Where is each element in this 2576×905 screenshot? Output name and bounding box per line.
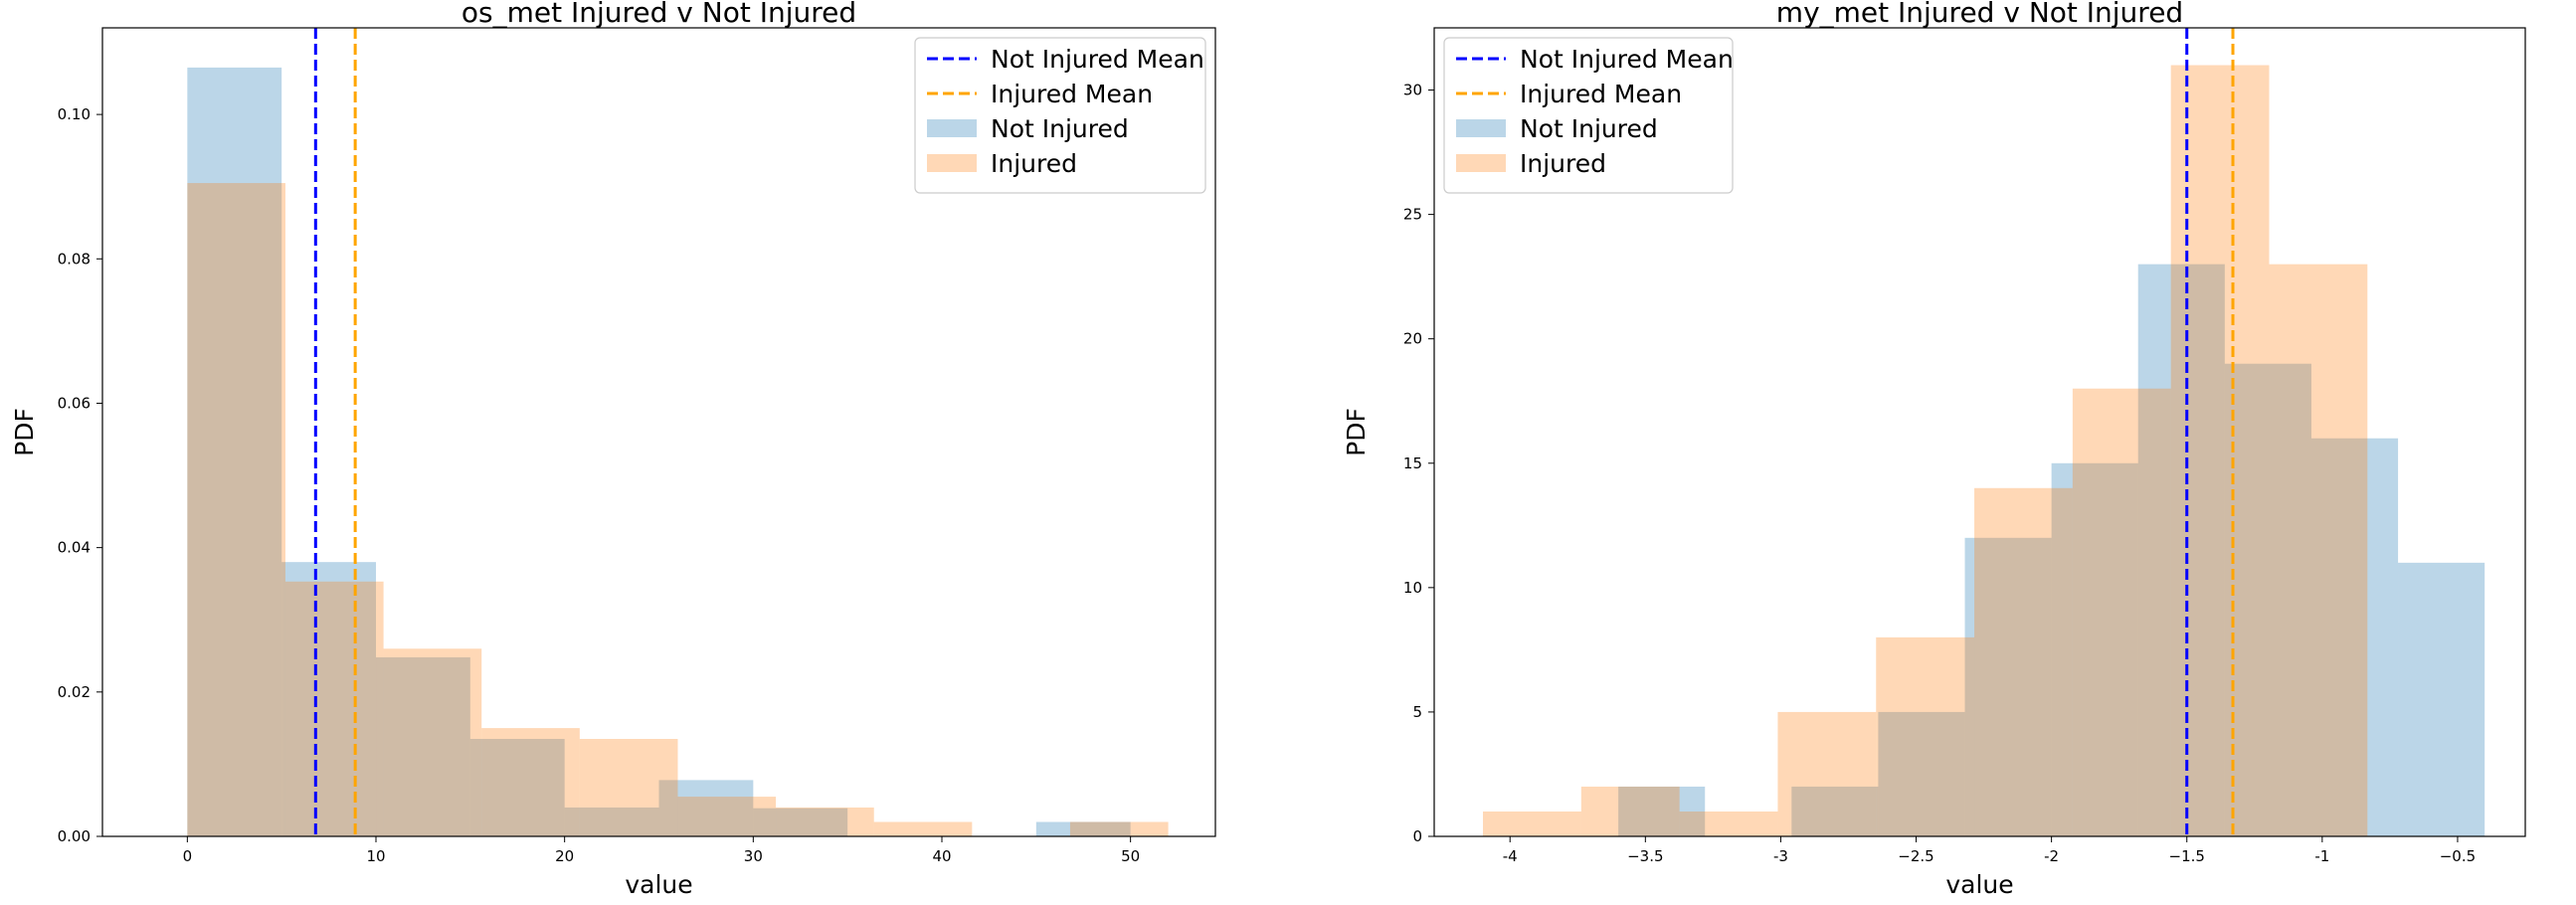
chart-title: my_met Injured v Not Injured xyxy=(1776,0,2183,29)
y-tick-label: 20 xyxy=(1403,330,1422,348)
x-axis-label: value xyxy=(1945,870,2013,899)
legend-patch-swatch xyxy=(927,119,977,137)
y-tick-label: 15 xyxy=(1403,454,1422,472)
x-tick-label: -1 xyxy=(2314,847,2329,865)
histogram-bar xyxy=(753,808,848,836)
histogram-bar xyxy=(1035,821,1131,836)
histogram-bar xyxy=(1482,811,1581,836)
histogram-bar xyxy=(1679,811,1778,836)
y-tick-label: 0.04 xyxy=(58,539,91,557)
histogram-bar xyxy=(376,656,470,836)
histogram-bar xyxy=(2310,438,2399,836)
histogram-bar xyxy=(776,807,874,836)
legend-label: Injured Mean xyxy=(1520,80,1682,108)
series-injured xyxy=(187,183,1169,837)
legend-label: Injured xyxy=(1520,149,1606,178)
histogram-bar xyxy=(2224,363,2311,836)
histogram-bar xyxy=(1618,786,1706,836)
x-tick-label: 30 xyxy=(744,847,763,865)
x-tick-label: −3.5 xyxy=(1627,847,1663,865)
plot-frame xyxy=(1433,27,2526,837)
y-axis-label: PDF xyxy=(10,408,39,456)
histogram-bar xyxy=(2137,264,2225,837)
histogram-bar xyxy=(469,739,565,836)
plot-frame xyxy=(101,27,1216,837)
y-tick-label: 5 xyxy=(1412,703,1422,721)
y-tick-label: 0 xyxy=(1412,827,1422,845)
legend-box xyxy=(1443,37,1734,194)
histogram-bar xyxy=(1791,786,1879,836)
histogram-bar xyxy=(187,183,285,837)
histogram-bar xyxy=(1964,537,2052,836)
legend-label: Not Injured xyxy=(1520,114,1658,143)
y-tick-label: 25 xyxy=(1403,206,1422,224)
series-not-injured xyxy=(1618,264,2485,837)
y-tick-label: 0.10 xyxy=(58,105,91,123)
histogram-bar xyxy=(2398,562,2485,836)
histogram-bar xyxy=(677,797,777,836)
histogram-bar xyxy=(1974,487,2073,836)
y-tick-label: 0.06 xyxy=(58,394,91,412)
x-tick-label: -3 xyxy=(1773,847,1788,865)
legend: Not Injured Mean Injured Mean Not Injured I… xyxy=(914,37,1206,194)
legend-patch-swatch xyxy=(1456,119,1506,137)
y-axis-label: PDF xyxy=(1342,408,1371,456)
x-tick-label: 10 xyxy=(366,847,385,865)
legend: Not Injured Mean Injured Mean Not Injured I… xyxy=(1443,37,1734,194)
histogram-bar xyxy=(658,780,754,836)
legend-label: Injured xyxy=(991,149,1077,178)
histogram-bar xyxy=(1777,711,1877,836)
y-tick-label: 30 xyxy=(1403,82,1422,99)
histogram-bar xyxy=(187,67,282,836)
x-tick-label: −2.5 xyxy=(1898,847,1933,865)
histogram-bar xyxy=(1580,786,1680,836)
histogram-bar xyxy=(284,581,384,836)
histogram-bar xyxy=(2072,388,2171,836)
legend-label: Injured Mean xyxy=(991,80,1153,108)
chart-my-met: -4 −3.5 -3 −2.5 -2 −1.5 -1 −0.5 0 5 10 15 20 25 30 my_m… xyxy=(1342,0,2526,899)
histogram-bar xyxy=(579,739,678,836)
x-tick-label: −0.5 xyxy=(2440,847,2476,865)
x-tick-label: 40 xyxy=(932,847,951,865)
legend-label: Not Injured xyxy=(991,114,1129,143)
legend-label: Not Injured Mean xyxy=(991,45,1204,74)
legend-box xyxy=(914,37,1206,194)
histogram-bar xyxy=(281,562,377,836)
histogram-bar xyxy=(1069,821,1169,836)
x-tick-label: -4 xyxy=(1503,847,1518,865)
x-tick-label: -2 xyxy=(2044,847,2059,865)
series-injured xyxy=(1482,65,2368,837)
histogram-bar xyxy=(1876,636,1975,836)
x-axis-label: value xyxy=(625,870,692,899)
chart-title: os_met Injured v Not Injured xyxy=(461,0,856,29)
legend-label: Not Injured Mean xyxy=(1520,45,1734,74)
histogram-bar xyxy=(1878,711,1965,836)
histogram-bar xyxy=(383,648,482,836)
histogram-bar xyxy=(2051,462,2138,836)
x-tick-label: −1.5 xyxy=(2169,847,2205,865)
histogram-bar xyxy=(564,807,659,836)
histogram-bar xyxy=(873,821,973,836)
x-tick-label: 20 xyxy=(555,847,574,865)
y-tick-label: 0.00 xyxy=(58,827,91,845)
histogram-bar xyxy=(481,728,580,836)
x-tick-label: 0 xyxy=(183,847,193,865)
y-tick-label: 10 xyxy=(1403,579,1422,597)
y-tick-label: 0.08 xyxy=(58,250,91,268)
series-not-injured xyxy=(187,67,1131,836)
chart-os-met: 0 10 20 30 40 50 0.00 0.02 0.04 0.06 0.08 0.10 os_me… xyxy=(10,0,1216,899)
legend-patch-swatch xyxy=(927,154,977,172)
x-tick-label: 50 xyxy=(1121,847,1140,865)
legend-patch-swatch xyxy=(1456,154,1506,172)
y-tick-label: 0.02 xyxy=(58,683,91,701)
histogram-bar xyxy=(2269,264,2368,837)
